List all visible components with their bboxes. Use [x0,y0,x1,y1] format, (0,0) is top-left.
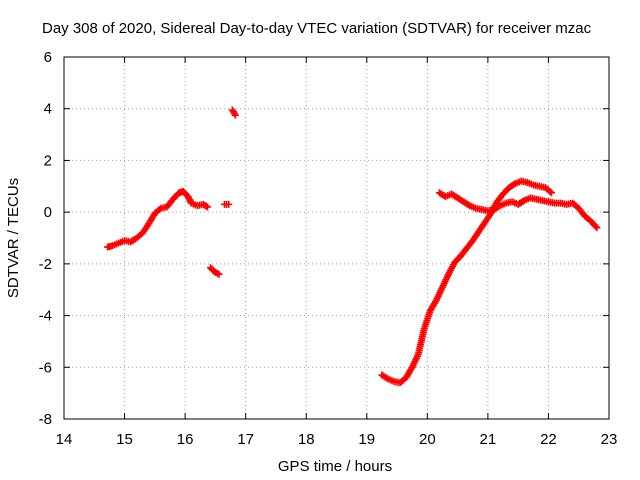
y-tick-label: -6 [39,359,52,376]
tick-labels: 14 15 16 17 18 19 20 21 22 23 -8 -6 -4 -2 0 2 4 6 [39,49,618,448]
series-track-3 [220,200,233,208]
data-point [593,224,601,232]
data-point [202,202,210,210]
data-point [547,189,555,197]
data-point [231,111,239,119]
data-point [215,270,223,278]
y-tick-label: -4 [39,308,52,325]
y-tick-label: 0 [44,204,52,221]
x-tick-label: 22 [540,431,557,448]
x-tick-label: 23 [601,431,618,448]
data-point [494,203,502,211]
series-track-2 [207,264,223,278]
data-point [204,203,212,211]
y-tick-label: 2 [44,152,52,169]
data-point [464,201,472,209]
series-track-5 [378,177,555,387]
y-tick-label: 4 [44,101,52,118]
x-tick-label: 18 [298,431,315,448]
data-point [155,206,163,214]
x-axis-label: GPS time / hours [278,458,392,475]
x-tick-label: 16 [177,431,194,448]
grid-lines [64,57,609,419]
y-tick-label: -2 [39,256,52,273]
data-point [225,200,233,208]
data-point [519,197,527,205]
axis-ticks [63,56,610,420]
x-tick-label: 21 [480,431,497,448]
series-track-6 [435,189,601,232]
x-tick-label: 20 [419,431,436,448]
data-point [546,187,554,195]
data-point [510,181,518,189]
plot-frame [63,56,610,420]
series-track-1 [104,187,212,251]
data-point [592,222,600,230]
data-point [382,374,390,382]
x-tick-label: 17 [237,431,254,448]
x-tick-label: 15 [116,431,133,448]
y-axis-label: SDTVAR / TECUs [5,178,22,298]
data-points [104,106,601,387]
chart-title: Day 308 of 2020, Sidereal Day-to-day VTE… [42,20,592,37]
x-tick-label: 14 [56,431,73,448]
y-tick-label: -8 [39,411,52,428]
x-tick-label: 19 [358,431,375,448]
series-track-4 [228,106,239,119]
y-tick-label: 6 [44,49,52,66]
